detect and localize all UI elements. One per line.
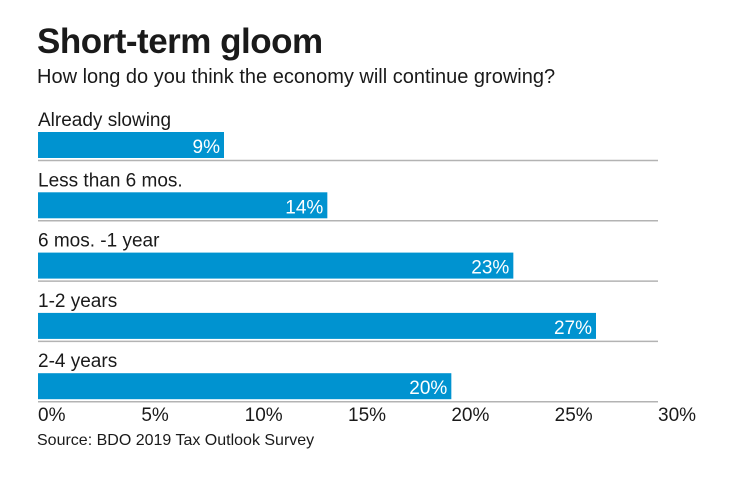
value-label: 23%: [471, 258, 509, 279]
source-note: Source: BDO 2019 Tax Outlook Survey: [37, 432, 315, 449]
category-label: 1-2 years: [38, 291, 117, 312]
category-label: Less than 6 mos.: [38, 170, 183, 191]
x-tick-label: 15%: [348, 405, 386, 426]
chart-title: Short-term gloom: [37, 22, 323, 61]
value-label: 20%: [409, 378, 447, 399]
value-label: 9%: [193, 137, 221, 158]
x-tick-label: 10%: [245, 405, 283, 426]
bar: [38, 252, 514, 279]
x-tick-label: 0%: [38, 405, 66, 426]
bar: [38, 312, 596, 339]
x-tick-label: 20%: [451, 405, 489, 426]
bar: [38, 373, 452, 400]
bar: [38, 132, 224, 158]
category-label: 2-4 years: [38, 351, 117, 372]
x-tick-label: 30%: [658, 405, 696, 426]
bar: [38, 192, 328, 219]
chart-subtitle: How long do you think the economy will c…: [37, 66, 556, 88]
value-label: 27%: [554, 318, 592, 339]
value-label: 14%: [285, 197, 323, 218]
category-label: Already slowing: [38, 110, 171, 131]
category-label: 6 mos. -1 year: [38, 231, 160, 252]
x-tick-label: 5%: [141, 405, 169, 426]
x-tick-label: 25%: [555, 405, 593, 426]
